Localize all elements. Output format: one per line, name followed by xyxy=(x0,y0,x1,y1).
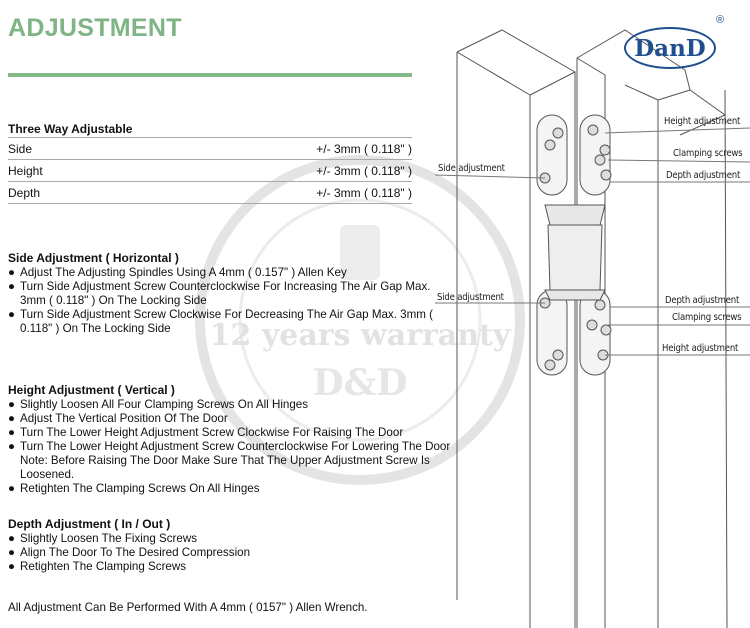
spec-label: Side xyxy=(8,142,33,156)
list-item: ● Adjust The Vertical Position Of The Doo… xyxy=(8,412,228,425)
spec-value: +/- 3mm ( 0.118" ) xyxy=(316,164,412,178)
label-side-adjustment-top: Side adjustment xyxy=(438,163,505,174)
spec-heading-text: Three Way Adjustable xyxy=(8,122,133,136)
label-height-adjustment-bottom: Height adjustment xyxy=(662,343,739,354)
spec-label: Depth xyxy=(8,186,41,200)
label-clamping-screws-bottom: Clamping screws xyxy=(672,312,742,323)
brand-logo: DanD xyxy=(624,27,716,69)
list-item: ● Turn The Lower Height Adjustment Screw … xyxy=(8,440,451,453)
list-item: ● Slightly Loosen The Fixing Screws xyxy=(8,532,197,545)
list-item: ● Adjust The Adjusting Spindles Using A 4… xyxy=(8,266,347,279)
spec-row: Side +/- 3mm ( 0.118" ) xyxy=(8,138,412,160)
spec-value: +/- 3mm ( 0.118" ) xyxy=(316,186,412,200)
list-item: ● Retighten The Clamping Screws On All Hi… xyxy=(8,482,260,495)
label-clamping-screws-top: Clamping screws xyxy=(673,148,743,159)
logo-text: DanD xyxy=(634,34,706,62)
spec-table: Three Way Adjustable Side +/- 3mm ( 0.118… xyxy=(8,121,412,204)
label-height-adjustment-top: Height adjustment xyxy=(664,116,741,127)
list-item: ● Slightly Loosen All Four Clamping Screw… xyxy=(8,398,309,411)
hinge-diagram xyxy=(434,29,750,628)
list-item: ● Retighten The Clamping Screws xyxy=(8,560,187,573)
label-depth-adjustment-bottom: Depth adjustment xyxy=(665,295,740,306)
list-item: ● Align The Door To The Desired Compressi… xyxy=(8,546,251,559)
footer-note: All Adjustment Can Be Performed With A 4… xyxy=(8,601,368,614)
label-side-adjustment-bottom: Side adjustment xyxy=(437,292,504,303)
list-item: ● Turn Side Adjustment Screw Clockwise Fo… xyxy=(8,308,434,335)
list-item: ● Turn The Lower Height Adjustment Screw … xyxy=(8,426,404,439)
spec-value: +/- 3mm ( 0.118" ) xyxy=(316,142,412,156)
note: Note: Before Raising The Door Make Sure … xyxy=(20,454,430,481)
registered-mark: ® xyxy=(716,14,725,26)
side-adjustment-section: Side Adjustment ( Horizontal ) ● Adjust T… xyxy=(8,251,438,336)
title-divider xyxy=(8,73,412,77)
label-depth-adjustment-top: Depth adjustment xyxy=(666,170,741,181)
section-heading: Height Adjustment ( Vertical ) xyxy=(8,383,175,397)
list-item: ● Turn Side Adjustment Screw Counterclock… xyxy=(8,280,431,307)
section-heading: Depth Adjustment ( In / Out ) xyxy=(8,517,171,531)
spec-label: Height xyxy=(8,164,43,178)
section-heading: Side Adjustment ( Horizontal ) xyxy=(8,251,179,265)
page-title: ADJUSTMENT xyxy=(8,14,182,42)
depth-adjustment-section: Depth Adjustment ( In / Out ) ● Slightly … xyxy=(8,517,438,574)
height-adjustment-section: Height Adjustment ( Vertical ) ● Slightly… xyxy=(8,383,478,496)
spec-row: Height +/- 3mm ( 0.118" ) xyxy=(8,160,412,182)
spec-row: Depth +/- 3mm ( 0.118" ) xyxy=(8,182,412,204)
spec-heading: Three Way Adjustable xyxy=(8,121,412,138)
